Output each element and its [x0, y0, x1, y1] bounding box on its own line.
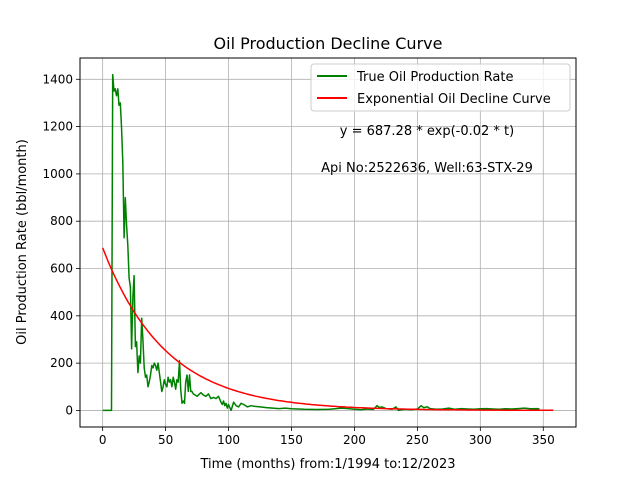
- legend-box: [310, 63, 571, 112]
- grid-layer: [80, 58, 576, 427]
- equation-annotation: y = 687.28 * exp(-0.02 * t): [340, 124, 514, 139]
- ticks-layer: 0 50 100 150 200 250 300 350 0 200 400 600 800 1000 12…: [42, 72, 554, 447]
- x-tick-label: 100: [217, 433, 240, 447]
- y-tick-label: 1200: [42, 120, 73, 134]
- y-tick-label: 800: [50, 214, 73, 228]
- y-tick-label: 200: [50, 356, 73, 370]
- exponential-decline-line: [102, 247, 554, 412]
- chart-title: Oil Production Decline Curve: [214, 34, 443, 53]
- legend-label-true-rate: True Oil Production Rate: [356, 70, 513, 85]
- plot-frame: [79, 57, 577, 428]
- x-tick-label: 300: [469, 433, 492, 447]
- y-tick-label: 600: [50, 262, 73, 276]
- series-layer: [102, 73, 554, 412]
- y-axis-label: Oil Production Rate (bbl/month): [15, 139, 30, 345]
- y-tick-label: 1400: [42, 72, 73, 86]
- x-tick-label: 50: [158, 433, 173, 447]
- y-tick-label: 400: [50, 309, 73, 323]
- x-tick-label: 350: [532, 433, 555, 447]
- well-annotation: Api No:2522636, Well:63-STX-29: [321, 161, 533, 176]
- legend: True Oil Production Rate Exponential Oil…: [310, 63, 571, 112]
- x-tick-label: 0: [99, 433, 107, 447]
- x-axis-label: Time (months) from:1/1994 to:12/2023: [199, 457, 455, 472]
- x-tick-label: 150: [280, 433, 303, 447]
- legend-label-decline-curve: Exponential Oil Decline Curve: [357, 92, 551, 107]
- y-tick-label: 0: [65, 403, 73, 417]
- x-tick-label: 200: [343, 433, 366, 447]
- x-tick-label: 250: [406, 433, 429, 447]
- y-tick-label: 1000: [42, 167, 73, 181]
